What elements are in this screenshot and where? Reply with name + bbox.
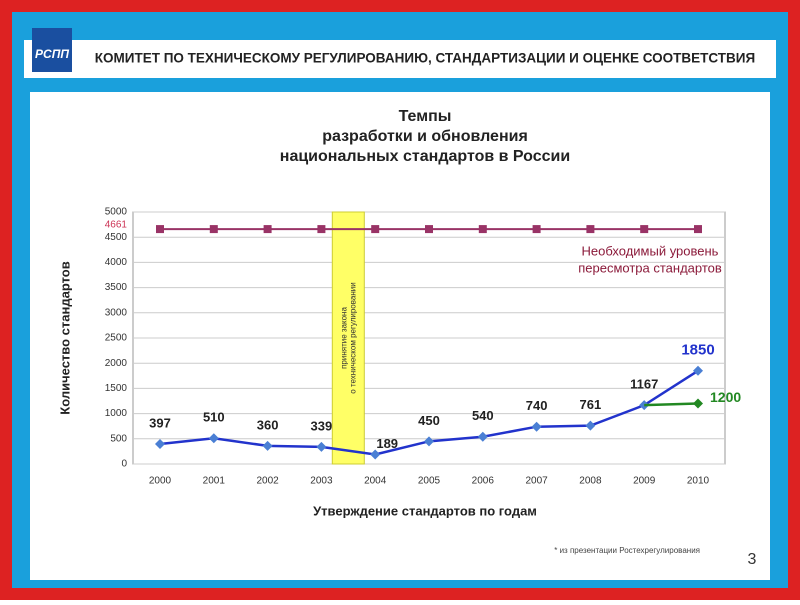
y-tick-label: 500 (110, 433, 127, 444)
x-tick-label: 2004 (364, 476, 387, 487)
data-label: 1200 (710, 389, 741, 405)
band-label: о техническом регулировании (348, 282, 357, 393)
marker (208, 433, 219, 444)
marker (209, 225, 218, 234)
band-label: принятие закона (339, 307, 348, 369)
data-label: 189 (376, 436, 398, 451)
marker (640, 225, 649, 234)
marker (478, 225, 487, 234)
y-tick-label: 0 (121, 459, 127, 470)
marker (693, 398, 703, 409)
data-label: 360 (257, 417, 279, 432)
data-label: 4661 (105, 220, 128, 231)
x-tick-label: 2006 (472, 476, 495, 487)
chart-title: разработки и обновления (322, 128, 528, 145)
y-tick-label: 2000 (105, 358, 128, 369)
marker (371, 225, 380, 234)
y-tick-label: 3000 (105, 307, 128, 318)
marker (155, 438, 165, 449)
marker (585, 420, 596, 431)
marker (156, 225, 164, 234)
data-label: 450 (418, 413, 440, 428)
marker (693, 365, 703, 376)
y-tick-label: 5000 (105, 207, 128, 218)
data-label: 397 (149, 415, 171, 430)
y-axis-label: Количество стандартов (57, 261, 72, 414)
x-tick-label: 2000 (149, 476, 172, 487)
x-tick-label: 2007 (525, 476, 548, 487)
x-tick-label: 2008 (579, 476, 602, 487)
y-tick-label: 2500 (105, 333, 128, 344)
marker (316, 441, 327, 452)
chart-title: национальных стандартов в России (280, 148, 570, 165)
marker (477, 431, 488, 442)
marker (694, 225, 702, 234)
header-title: КОМИТЕТ ПО ТЕХНИЧЕСКОМУ РЕГУЛИРОВАНИЮ, С… (95, 51, 755, 66)
data-label: 510 (203, 410, 225, 425)
marker (531, 421, 542, 432)
marker (317, 225, 326, 234)
x-tick-label: 2002 (256, 476, 279, 487)
annotation: Необходимый уровень (582, 243, 719, 258)
marker (263, 225, 272, 234)
marker (370, 449, 381, 460)
page-number: 3 (748, 551, 757, 568)
footnote: * из презентации Ростехрегулирования (554, 546, 700, 555)
chart-title: Темпы (399, 108, 452, 125)
logo: РСПП (35, 47, 69, 61)
y-tick-label: 1500 (105, 383, 128, 394)
y-tick-label: 1000 (105, 408, 128, 419)
data-label: 1167 (630, 377, 658, 392)
y-tick-label: 3500 (105, 282, 128, 293)
data-label: 339 (311, 418, 333, 433)
law-band (331, 211, 365, 465)
data-label: 761 (580, 397, 602, 412)
marker (424, 436, 434, 447)
x-axis-label: Утверждение стандартов по годам (313, 503, 537, 518)
x-tick-label: 2009 (633, 476, 656, 487)
data-label: 1850 (681, 342, 714, 359)
content-area (30, 92, 770, 580)
data-label: 740 (526, 398, 548, 413)
marker (586, 225, 595, 234)
data-label: 540 (472, 408, 494, 423)
x-tick-label: 2001 (203, 476, 226, 487)
logo-box (32, 28, 72, 72)
marker (262, 440, 273, 451)
annotation: пересмотра стандартов (578, 260, 722, 275)
header-bar (24, 40, 776, 78)
x-tick-label: 2010 (687, 476, 710, 487)
marker (532, 225, 541, 234)
series-line (644, 402, 699, 407)
y-tick-label: 4000 (105, 257, 128, 268)
marker (425, 225, 433, 234)
x-tick-label: 2003 (310, 476, 333, 487)
x-tick-label: 2005 (418, 476, 441, 487)
y-tick-label: 4500 (105, 232, 128, 243)
